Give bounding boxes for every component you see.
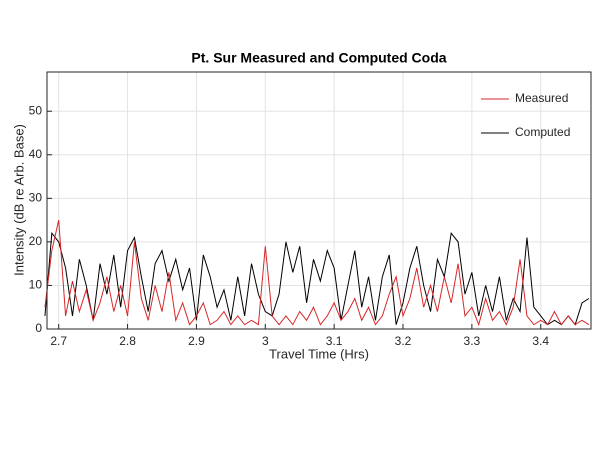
x-tick-label: 2.9: [188, 334, 205, 348]
x-tick-label: 2.8: [119, 334, 136, 348]
x-tick-label: 3: [262, 334, 269, 348]
y-axis-label: Intensity (dB re Arb. Base): [11, 124, 26, 276]
y-tick-label: 20: [29, 234, 43, 248]
chart-title: Pt. Sur Measured and Computed Coda: [191, 50, 446, 66]
y-tick-label: 0: [35, 321, 42, 335]
legend-label: Computed: [515, 125, 570, 139]
y-tick-label: 30: [29, 190, 43, 204]
x-axis-label: Travel Time (Hrs): [269, 346, 369, 361]
series-line: [44, 231, 590, 326]
series-line: [44, 219, 590, 327]
legend-label: Measured: [515, 91, 568, 105]
x-tick-label: 3.3: [464, 334, 481, 348]
x-tick-label: 3.1: [326, 334, 343, 348]
y-tick-label: 50: [29, 103, 43, 117]
axes-box: [46, 71, 592, 330]
x-tick-label: 3.2: [395, 334, 412, 348]
plot-area: [47, 72, 591, 329]
y-tick-label: 10: [29, 278, 43, 292]
x-tick-label: 3.4: [532, 334, 549, 348]
y-tick-label: 40: [29, 147, 43, 161]
x-tick-label: 2.7: [50, 334, 67, 348]
